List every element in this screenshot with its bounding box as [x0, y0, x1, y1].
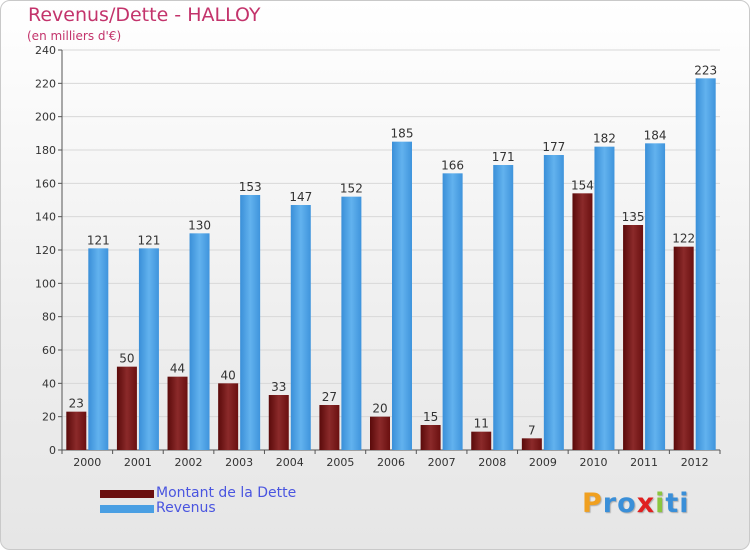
- data-label-revenus: 121: [87, 233, 110, 247]
- data-label-revenus: 153: [239, 180, 262, 194]
- bar-revenus: [493, 165, 514, 450]
- y-tick-label: 0: [49, 444, 56, 457]
- x-tick-label: 2003: [225, 456, 253, 469]
- x-tick-label: 2004: [276, 456, 304, 469]
- bar-debt: [66, 411, 87, 450]
- bar-debt: [218, 383, 239, 450]
- bar-revenus: [442, 173, 463, 451]
- data-label-revenus: 223: [694, 63, 717, 77]
- chart-subtitle: (en milliers d'€): [27, 29, 122, 43]
- data-label-revenus: 182: [593, 132, 616, 146]
- x-tick-label: 2002: [175, 456, 203, 469]
- legend-label-revenus: Revenus: [156, 500, 216, 516]
- data-label-debt: 27: [322, 390, 337, 404]
- y-tick-label: 100: [35, 277, 56, 290]
- bar-revenus: [695, 78, 716, 450]
- bar-debt: [268, 395, 289, 450]
- y-tick-label: 160: [35, 177, 56, 190]
- data-label-debt: 40: [221, 368, 236, 382]
- data-label-debt: 23: [69, 397, 84, 411]
- data-label-debt: 11: [474, 417, 489, 431]
- chart-title: Revenus/Dette - HALLOY: [28, 4, 261, 26]
- data-label-debt: 7: [528, 423, 536, 437]
- logo-letter: x: [636, 488, 656, 519]
- bar-debt: [420, 425, 441, 450]
- y-tick-label: 220: [35, 77, 56, 90]
- x-tick-label: 2012: [681, 456, 709, 469]
- data-label-revenus: 166: [441, 158, 464, 172]
- bar-debt: [623, 225, 644, 450]
- logo-letter: i: [655, 488, 666, 519]
- data-label-revenus: 147: [289, 190, 312, 204]
- bar-debt: [167, 376, 188, 450]
- legend-swatch-revenus: [100, 504, 154, 513]
- bar-revenus: [240, 195, 261, 450]
- bar-debt: [521, 438, 542, 450]
- bar-debt: [370, 416, 390, 450]
- y-tick-label: 120: [35, 244, 56, 257]
- x-tick-label: 2000: [73, 456, 101, 469]
- x-tick-label: 2001: [124, 456, 152, 469]
- logo-letter: P: [582, 488, 603, 519]
- bar-revenus: [341, 196, 362, 450]
- x-tick-label: 2011: [630, 456, 658, 469]
- y-tick-label: 140: [35, 211, 56, 224]
- legend-item-debt: Montant de la Dette: [100, 486, 296, 501]
- legend-label-debt: Montant de la Dette: [156, 485, 297, 501]
- data-label-debt: 33: [271, 380, 286, 394]
- data-label-debt: 122: [672, 232, 695, 246]
- y-tick-label: 60: [42, 344, 56, 357]
- legend-swatch-debt: [100, 489, 154, 498]
- bar-revenus: [138, 248, 159, 450]
- logo-letter: i: [679, 488, 690, 519]
- y-tick-label: 20: [42, 411, 56, 424]
- bar-debt: [319, 405, 340, 450]
- logo-letter: t: [665, 488, 680, 519]
- bar-revenus: [392, 141, 412, 450]
- bar-revenus: [88, 248, 109, 450]
- x-tick-label: 2008: [478, 456, 506, 469]
- bar-debt: [116, 366, 137, 450]
- y-tick-label: 80: [42, 311, 56, 324]
- data-label-revenus: 177: [542, 140, 565, 154]
- y-tick-label: 40: [42, 377, 56, 390]
- bar-revenus: [543, 155, 564, 450]
- data-label-revenus: 121: [137, 233, 160, 247]
- x-tick-label: 2007: [428, 456, 456, 469]
- data-label-revenus: 130: [188, 218, 211, 232]
- data-label-debt: 135: [622, 210, 645, 224]
- data-label-debt: 20: [372, 402, 387, 416]
- data-label-debt: 44: [170, 362, 185, 376]
- bar-debt: [471, 431, 492, 450]
- bar-debt: [572, 193, 593, 451]
- bar-revenus: [645, 143, 666, 451]
- bar-revenus: [594, 146, 615, 450]
- data-label-debt: 154: [571, 178, 594, 192]
- logo-letter: o: [617, 488, 637, 519]
- bar-revenus: [290, 205, 311, 450]
- bar-debt: [673, 246, 694, 450]
- proxiti-logo: Proxiti: [582, 488, 690, 519]
- legend-item-revenus: Revenus: [100, 501, 296, 516]
- data-label-debt: 50: [119, 352, 134, 366]
- legend: Montant de la Dette Revenus: [100, 486, 296, 516]
- y-tick-label: 200: [35, 111, 56, 124]
- x-tick-label: 2005: [326, 456, 354, 469]
- x-tick-label: 2010: [579, 456, 607, 469]
- x-tick-label: 2009: [529, 456, 557, 469]
- x-tick-label: 2006: [377, 456, 405, 469]
- y-tick-label: 240: [35, 44, 56, 57]
- data-label-revenus: 171: [492, 150, 515, 164]
- data-label-revenus: 185: [391, 127, 414, 141]
- y-tick-label: 180: [35, 144, 56, 157]
- logo-letter: r: [602, 488, 618, 519]
- data-label-debt: 15: [423, 410, 438, 424]
- data-label-revenus: 152: [340, 182, 363, 196]
- bar-revenus: [189, 233, 210, 450]
- data-label-revenus: 184: [644, 128, 667, 142]
